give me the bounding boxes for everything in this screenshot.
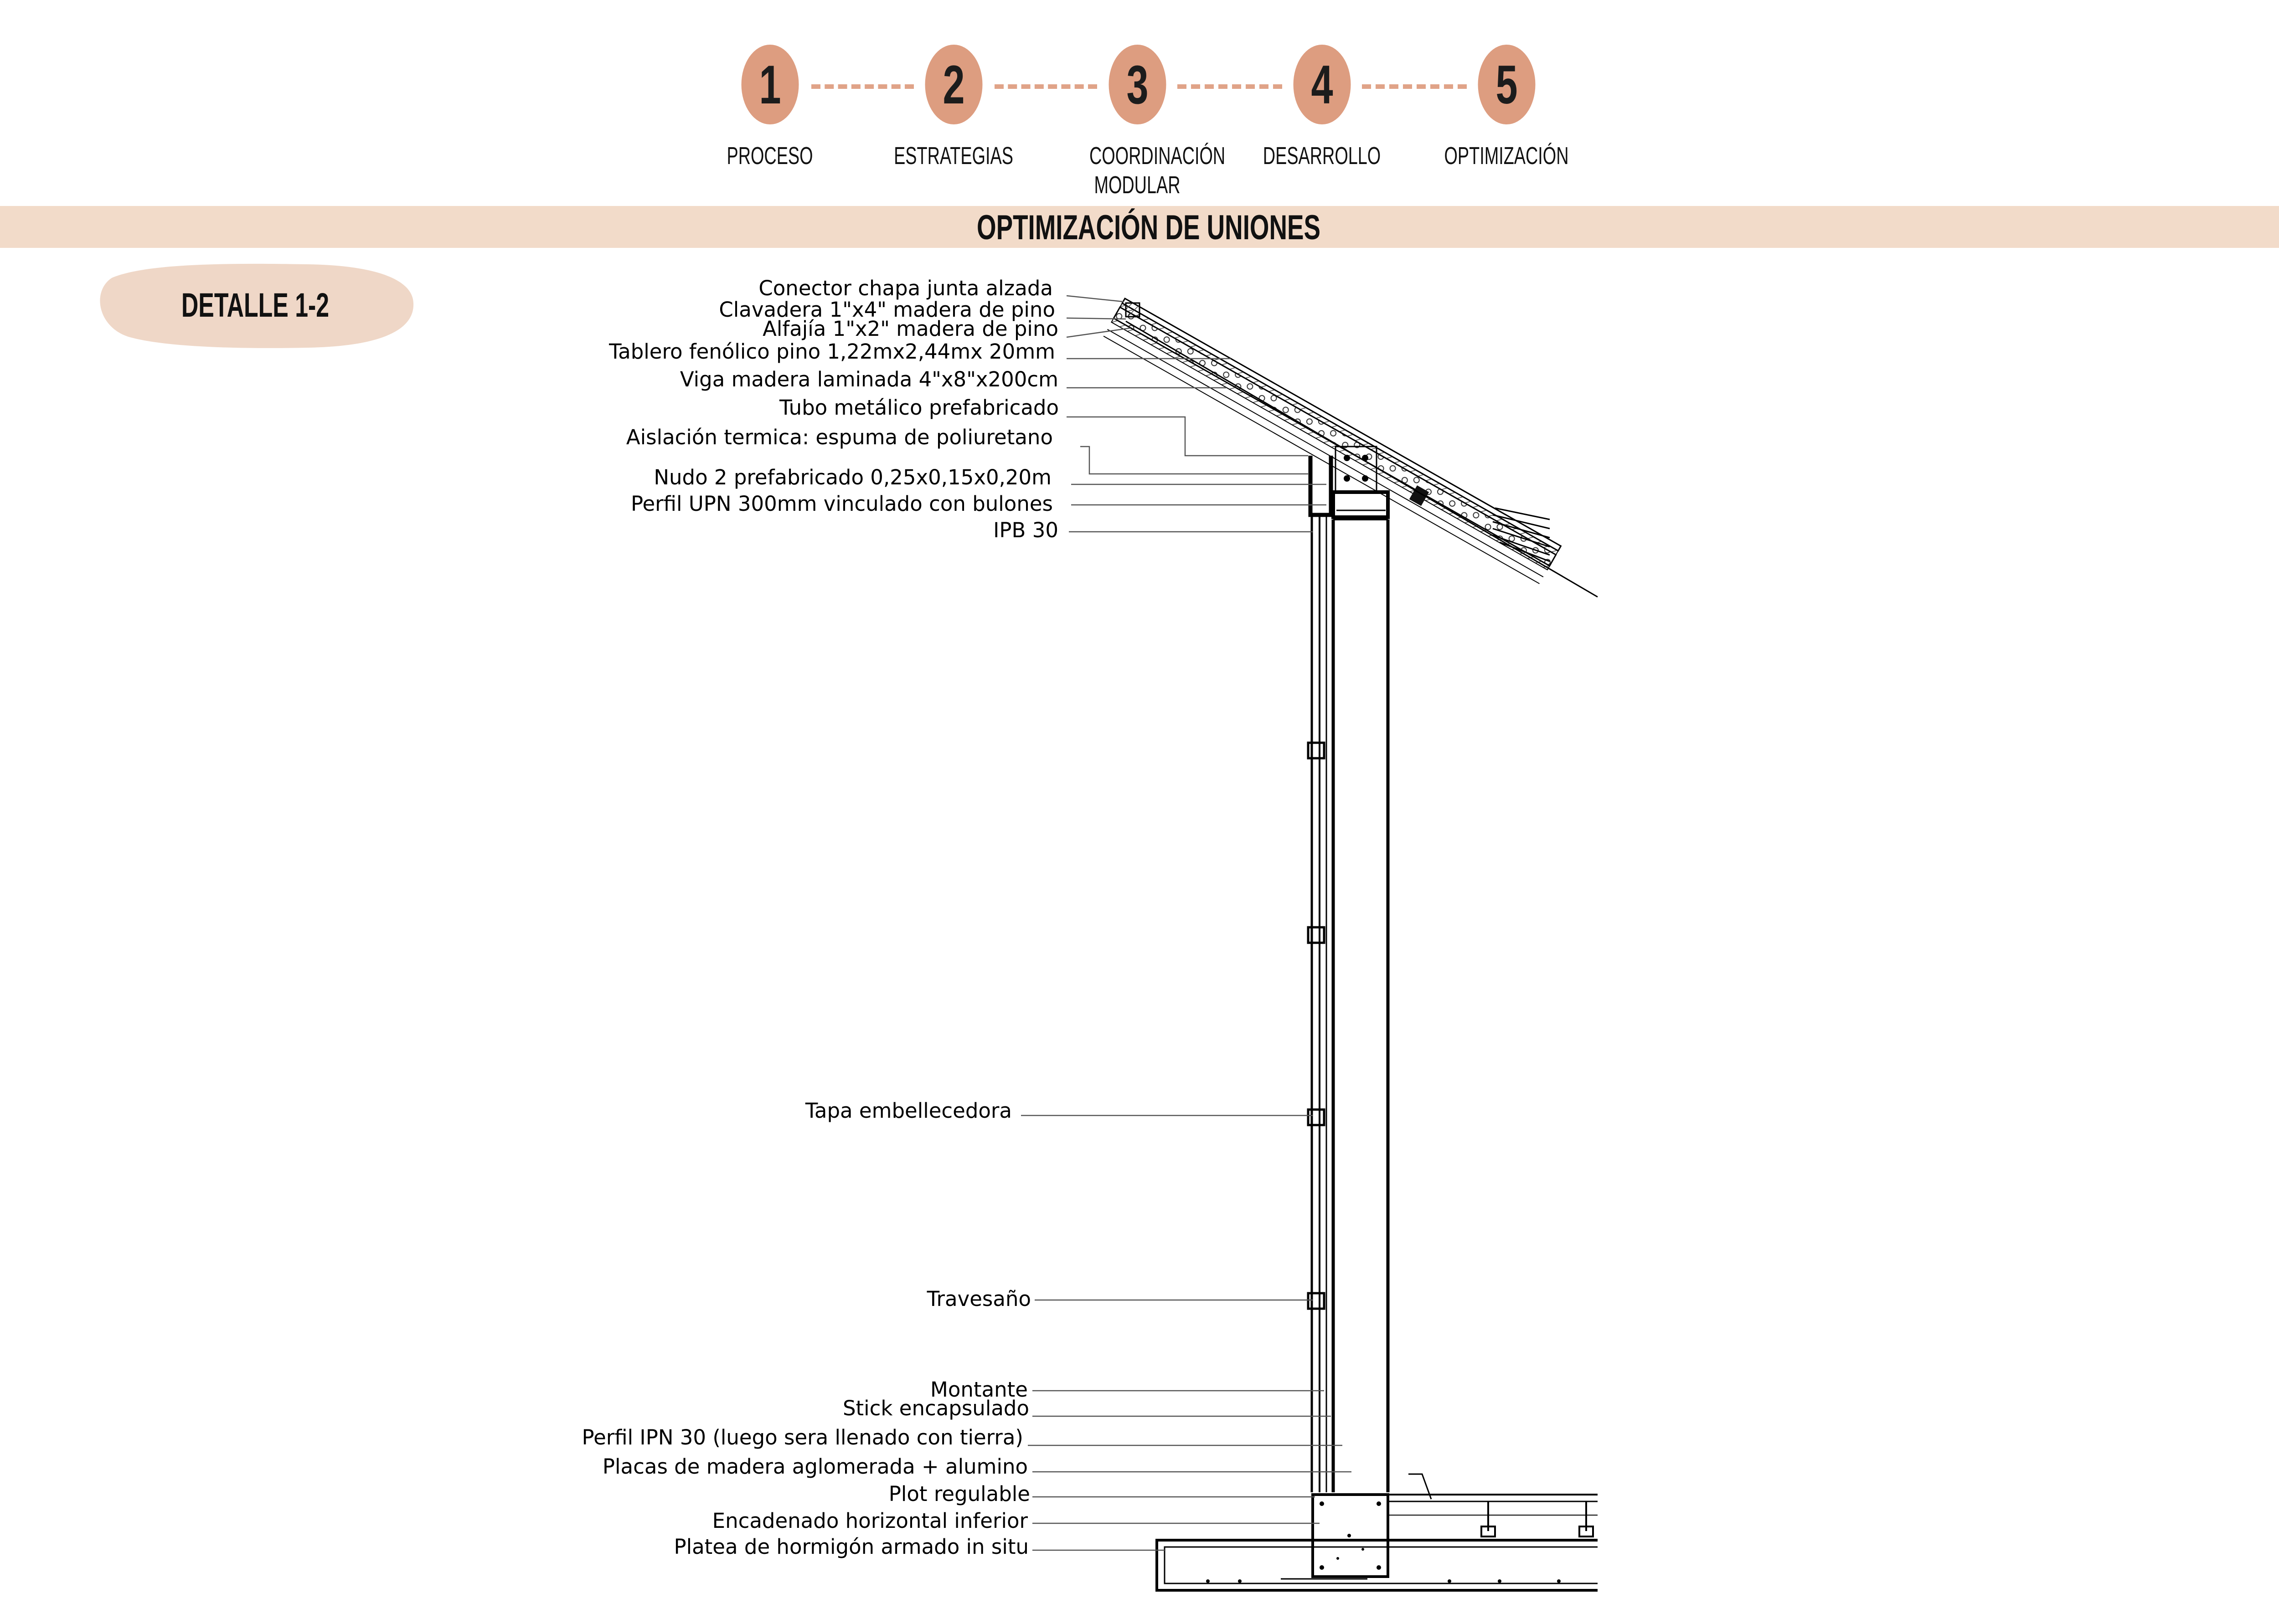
wall-column bbox=[1307, 515, 1390, 1492]
step-1-label: PROCESO bbox=[727, 142, 813, 170]
label-plot: Plot regulable bbox=[888, 1482, 1030, 1506]
label-perfil-ipn: Perfil IPN 30 (luego sera llenado con ti… bbox=[582, 1425, 1023, 1449]
label-tubo: Tubo metálico prefabricado bbox=[779, 396, 1059, 420]
roof-assembly bbox=[1103, 297, 1598, 598]
label-conector: Conector chapa junta alzada bbox=[758, 276, 1053, 300]
progress-steps: 1 2 3 4 5 PROCESO ESTRATEGIAS COORDINACI… bbox=[0, 0, 2279, 205]
section-title: OPTIMIZACIÓN DE UNIONES bbox=[977, 208, 1320, 247]
step-2-circle[interactable]: 2 bbox=[925, 45, 983, 124]
detail-badge-shape bbox=[100, 263, 414, 348]
step-4-label: DESARROLLO bbox=[1263, 142, 1381, 170]
label-aislacion: Aislación termica: espuma de poliuretano bbox=[626, 425, 1053, 449]
detail-label: DETALLE 1-2 bbox=[181, 286, 330, 324]
label-encadenado: Encadenado horizontal inferior bbox=[712, 1509, 1028, 1533]
step-connector-4-5 bbox=[1362, 84, 1467, 89]
label-stick: Stick encapsulado bbox=[842, 1396, 1029, 1420]
section-band bbox=[0, 206, 2279, 248]
label-placas: Placas de madera aglomerada + alumino bbox=[602, 1454, 1028, 1479]
foundation bbox=[1155, 1473, 1598, 1592]
label-montante: Montante bbox=[930, 1377, 1028, 1402]
step-2-label: ESTRATEGIAS bbox=[894, 142, 1013, 170]
node-connection bbox=[1308, 446, 1390, 519]
leader-lines bbox=[1021, 295, 1351, 1551]
label-clavadera: Clavadera 1"x4" madera de pino bbox=[719, 298, 1055, 322]
step-1-circle[interactable]: 1 bbox=[741, 45, 799, 124]
step-5-label: OPTIMIZACIÓN bbox=[1444, 142, 1569, 170]
label-platea: Platea de hormigón armado in situ bbox=[674, 1535, 1029, 1559]
step-3-circle[interactable]: 3 bbox=[1109, 45, 1166, 124]
label-nudo: Nudo 2 prefabricado 0,25x0,15x0,20m bbox=[654, 465, 1052, 489]
step-connector-2-3 bbox=[995, 84, 1097, 89]
label-tablero: Tablero fenólico pino 1,22mx2,44mx 20mm bbox=[609, 339, 1055, 364]
label-travesano: Travesaño bbox=[927, 1287, 1031, 1311]
step-5-circle[interactable]: 5 bbox=[1478, 45, 1536, 124]
step-connector-1-2 bbox=[811, 84, 914, 89]
step-connector-3-4 bbox=[1177, 84, 1282, 89]
label-alfajia: Alfajía 1"x2" madera de pino bbox=[763, 317, 1058, 341]
label-perfil-upn: Perfil UPN 300mm vinculado con bulones bbox=[630, 492, 1053, 516]
step-4-circle[interactable]: 4 bbox=[1293, 45, 1351, 124]
label-ipb: IPB 30 bbox=[993, 518, 1058, 542]
label-tapa: Tapa embellecedora bbox=[805, 1099, 1012, 1123]
label-viga: Viga madera laminada 4"x8"x200cm bbox=[680, 367, 1058, 391]
